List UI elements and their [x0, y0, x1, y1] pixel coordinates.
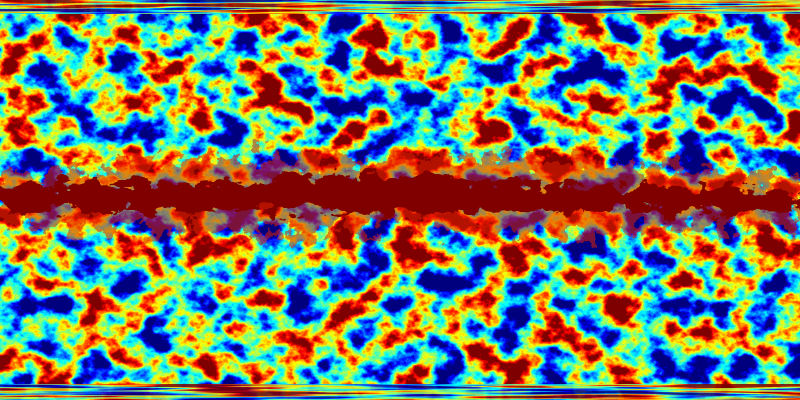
plane-shape [0, 175, 800, 213]
galactic-plane [0, 175, 800, 213]
top-edge-streaks [0, 0, 800, 14]
bottom-edge-streaks [0, 384, 800, 400]
